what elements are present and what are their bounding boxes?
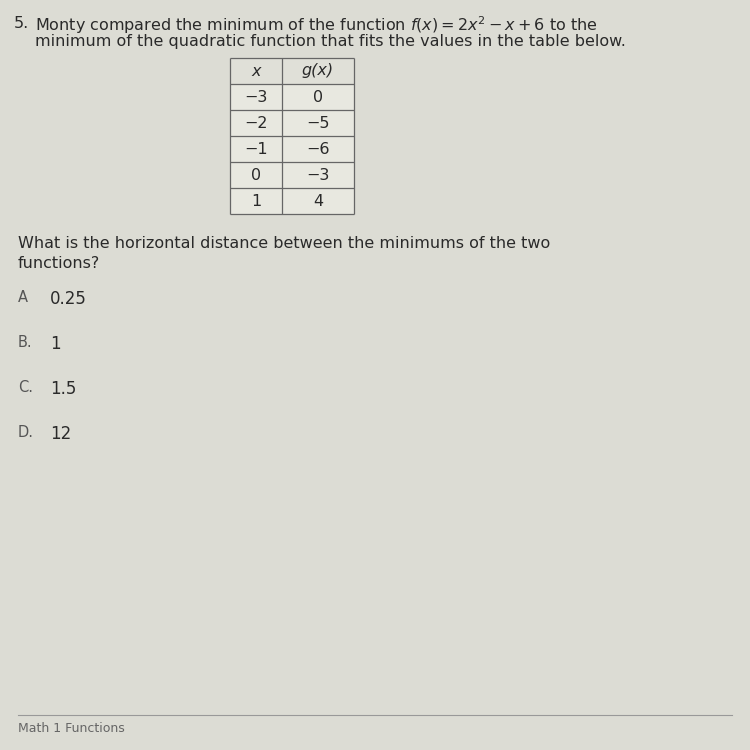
Text: 1: 1 xyxy=(251,194,261,208)
Text: B.: B. xyxy=(18,335,33,350)
Text: −6: −6 xyxy=(306,142,330,157)
Text: 4: 4 xyxy=(313,194,323,208)
Text: −2: −2 xyxy=(244,116,268,130)
Text: 1.5: 1.5 xyxy=(50,380,76,398)
Text: 0: 0 xyxy=(251,167,261,182)
Text: 0.25: 0.25 xyxy=(50,290,87,308)
Bar xyxy=(230,58,354,214)
Text: minimum of the quadratic function that fits the values in the table below.: minimum of the quadratic function that f… xyxy=(35,34,625,49)
Text: 12: 12 xyxy=(50,425,71,443)
Text: −3: −3 xyxy=(244,89,268,104)
Text: Math 1 Functions: Math 1 Functions xyxy=(18,722,125,735)
Text: C.: C. xyxy=(18,380,33,395)
Bar xyxy=(230,58,354,84)
Text: x: x xyxy=(251,64,261,79)
Text: g(x): g(x) xyxy=(302,64,334,79)
Text: A: A xyxy=(18,290,28,305)
Text: 1: 1 xyxy=(50,335,61,353)
Text: Monty compared the minimum of the function $f(x) = 2x^{2} - x + 6$ to the: Monty compared the minimum of the functi… xyxy=(35,14,598,36)
Text: D.: D. xyxy=(18,425,34,440)
Text: functions?: functions? xyxy=(18,256,101,271)
Text: 5.: 5. xyxy=(14,16,29,31)
Text: −1: −1 xyxy=(244,142,268,157)
Text: −5: −5 xyxy=(306,116,330,130)
Text: 0: 0 xyxy=(313,89,323,104)
Text: −3: −3 xyxy=(306,167,330,182)
Text: What is the horizontal distance between the minimums of the two: What is the horizontal distance between … xyxy=(18,236,550,251)
